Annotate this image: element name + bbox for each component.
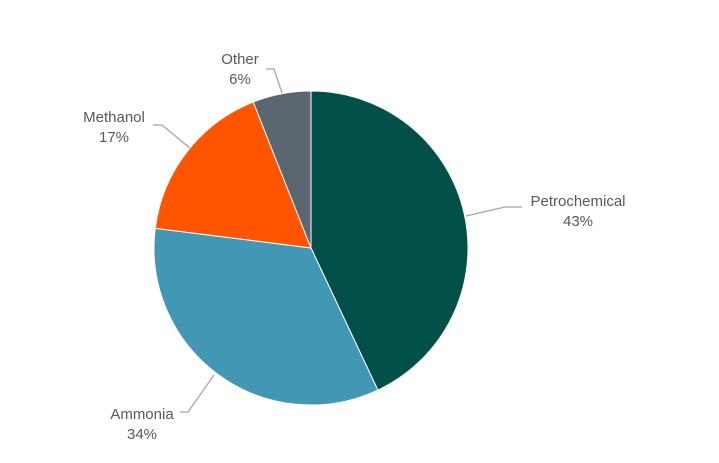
data-label-value-methanol: 17%	[99, 129, 129, 146]
data-label-value-other: 6%	[229, 71, 251, 88]
slice-other	[252, 90, 312, 249]
slice-methanol	[154, 101, 312, 249]
leader-line-methanol	[153, 124, 192, 150]
data-label-value-ammonia: 34%	[127, 426, 157, 443]
leader-line-other	[266, 68, 283, 94]
data-label-value-petrochemical: 43%	[563, 213, 593, 230]
data-label-name-ammonia: Ammonia	[110, 406, 174, 423]
leader-line-ammonia	[180, 374, 215, 413]
slice-petrochemical	[310, 90, 469, 391]
data-label-name-petrochemical: Petrochemical	[530, 193, 625, 210]
leader-line-petrochemical	[465, 206, 522, 217]
data-label-name-other: Other	[221, 51, 259, 68]
data-label-name-methanol: Methanol	[83, 109, 145, 126]
slice-ammonia	[153, 227, 379, 406]
